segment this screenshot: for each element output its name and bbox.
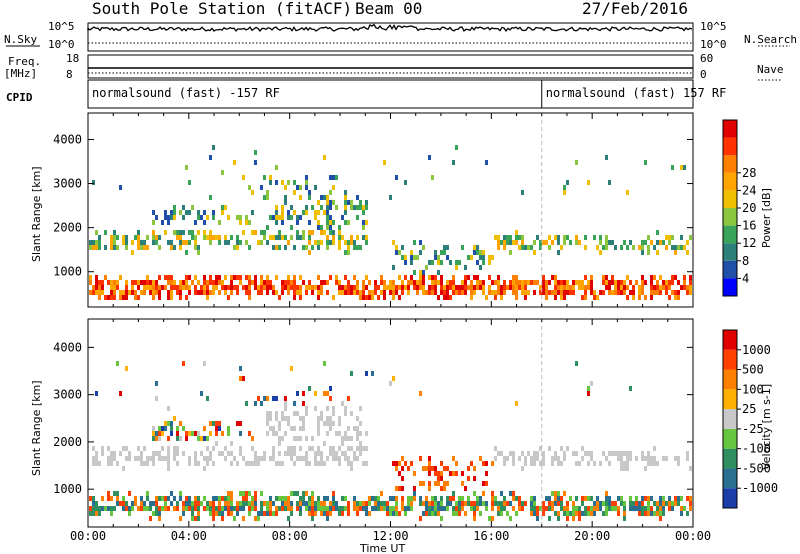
x-ticks: 00:00 04:00 08:00 12:00 16:00 20:00 00:00 <box>70 529 711 543</box>
x-axis-label: Time UT <box>359 542 405 554</box>
colorbar-tick-label: -25 <box>742 422 764 436</box>
nsky-panel <box>87 22 694 52</box>
colorbar-tick-label: 1000 <box>742 343 771 357</box>
colorbar-swatch <box>723 190 737 208</box>
y-tick-label: 2000 <box>53 435 82 449</box>
power-ylabel: Slant Range [km] <box>30 166 43 262</box>
freq-unit: [MHz] <box>4 67 37 80</box>
colorbar-swatch <box>723 137 737 156</box>
freq-tick-lo: 8 <box>66 68 73 81</box>
nsearch-tick-hi: 10^5 <box>700 20 727 33</box>
x-tick-label: 08:00 <box>272 529 308 543</box>
freq-tick-hi: 18 <box>66 52 79 65</box>
velocity-colorbar-label: Velocity [m s-1] <box>760 384 773 470</box>
colorbar-swatch <box>723 468 737 489</box>
y-tick-label: 3000 <box>53 177 82 191</box>
scatter-cells <box>89 361 692 521</box>
colorbar-tick-label: 8 <box>742 254 749 268</box>
cpid-label: CPID <box>6 91 33 104</box>
nsearch-label: N.Search <box>744 33 797 46</box>
beam-title: Beam 00 <box>355 0 422 18</box>
nsky-label: N.Sky <box>4 33 37 46</box>
y-tick-label: 4000 <box>53 340 82 354</box>
nave-label: Nave <box>757 63 784 76</box>
date-title: 27/Feb/2016 <box>582 0 688 18</box>
power-colorbar-label: Power [dB] <box>760 188 773 248</box>
colorbar-swatch <box>723 389 737 410</box>
colorbar-tick-label: 25 <box>742 402 756 416</box>
velocity-ylabel: Slant Range [km] <box>30 380 43 476</box>
y-tick-label: 1000 <box>53 482 82 496</box>
colorbar-swatch <box>723 330 737 350</box>
x-tick-label: 20:00 <box>574 529 610 543</box>
colorbar-tick-label: 16 <box>742 219 756 233</box>
colorbar-tick-label: -100 <box>742 442 771 456</box>
velocity-panel: 1000 2000 3000 4000 <box>53 318 694 528</box>
colorbar-swatch <box>723 278 737 296</box>
power-colorbar: 4 8 12 16 20 24 28 <box>722 119 756 297</box>
freq-label: Freq. <box>8 55 41 68</box>
station-title: South Pole Station (fitACF) <box>92 0 352 18</box>
nave-tick-lo: 0 <box>700 68 707 81</box>
colorbar-swatch <box>723 260 737 279</box>
colorbar-swatch <box>723 349 737 370</box>
colorbar-tick-label: -500 <box>742 461 771 475</box>
colorbar-swatch <box>723 409 737 429</box>
y-tick-label: 1000 <box>53 265 82 279</box>
colorbar-tick-label: 100 <box>742 382 764 396</box>
x-tick-label: 00:00 <box>675 529 711 543</box>
colorbar-swatch <box>723 208 737 226</box>
nave-tick-hi: 60 <box>700 52 713 65</box>
cpid-annotations: normalsound (fast) -157 RF normalsound (f… <box>92 80 726 108</box>
y-tick-label: 3000 <box>53 388 82 402</box>
colorbar-tick-label: 12 <box>742 236 756 250</box>
colorbar-swatch <box>723 120 737 138</box>
colorbar-swatch <box>723 369 737 390</box>
nsky-tick-lo: 10^0 <box>48 38 75 51</box>
colorbar-swatch <box>723 488 737 508</box>
y-tick-label: 4000 <box>53 132 82 146</box>
y-tick-label: 2000 <box>53 221 82 235</box>
colorbar-swatch <box>723 428 737 449</box>
x-tick-label: 12:00 <box>372 529 408 543</box>
x-tick-label: 16:00 <box>473 529 509 543</box>
colorbar-tick-label: -1000 <box>742 481 778 495</box>
aux-traces <box>87 23 693 74</box>
colorbar-swatch <box>723 225 737 244</box>
colorbar-tick-label: 28 <box>742 166 756 180</box>
colorbar-swatch <box>723 448 737 469</box>
colorbar-tick-label: 20 <box>742 201 756 215</box>
colorbar-tick-label: 24 <box>742 183 756 197</box>
x-tick-label: 00:00 <box>70 529 106 543</box>
cpid-mode-label: normalsound (fast) 157 RF <box>546 86 727 100</box>
colorbar-swatch <box>723 243 737 261</box>
scatter-cells <box>89 145 692 300</box>
nsky-trace <box>87 23 693 32</box>
panel-frame <box>87 318 694 528</box>
freq-panel <box>87 54 694 79</box>
colorbar-tick-label: 500 <box>742 363 764 377</box>
cpid-mode-label: normalsound (fast) -157 RF <box>92 86 280 100</box>
colorbar-tick-label: 4 <box>742 271 749 285</box>
colorbar-swatch <box>723 155 737 173</box>
power-panel: 1000 2000 3000 4000 <box>53 112 694 308</box>
x-tick-label: 04:00 <box>171 529 207 543</box>
nsky-tick-hi: 10^5 <box>48 20 75 33</box>
nsearch-tick-lo: 10^0 <box>700 38 727 51</box>
colorbar-swatch <box>723 172 737 191</box>
cpid-panel <box>87 79 694 109</box>
velocity-colorbar: 1000 500 100 25 -25 -100 -500 -1000 <box>722 329 778 509</box>
